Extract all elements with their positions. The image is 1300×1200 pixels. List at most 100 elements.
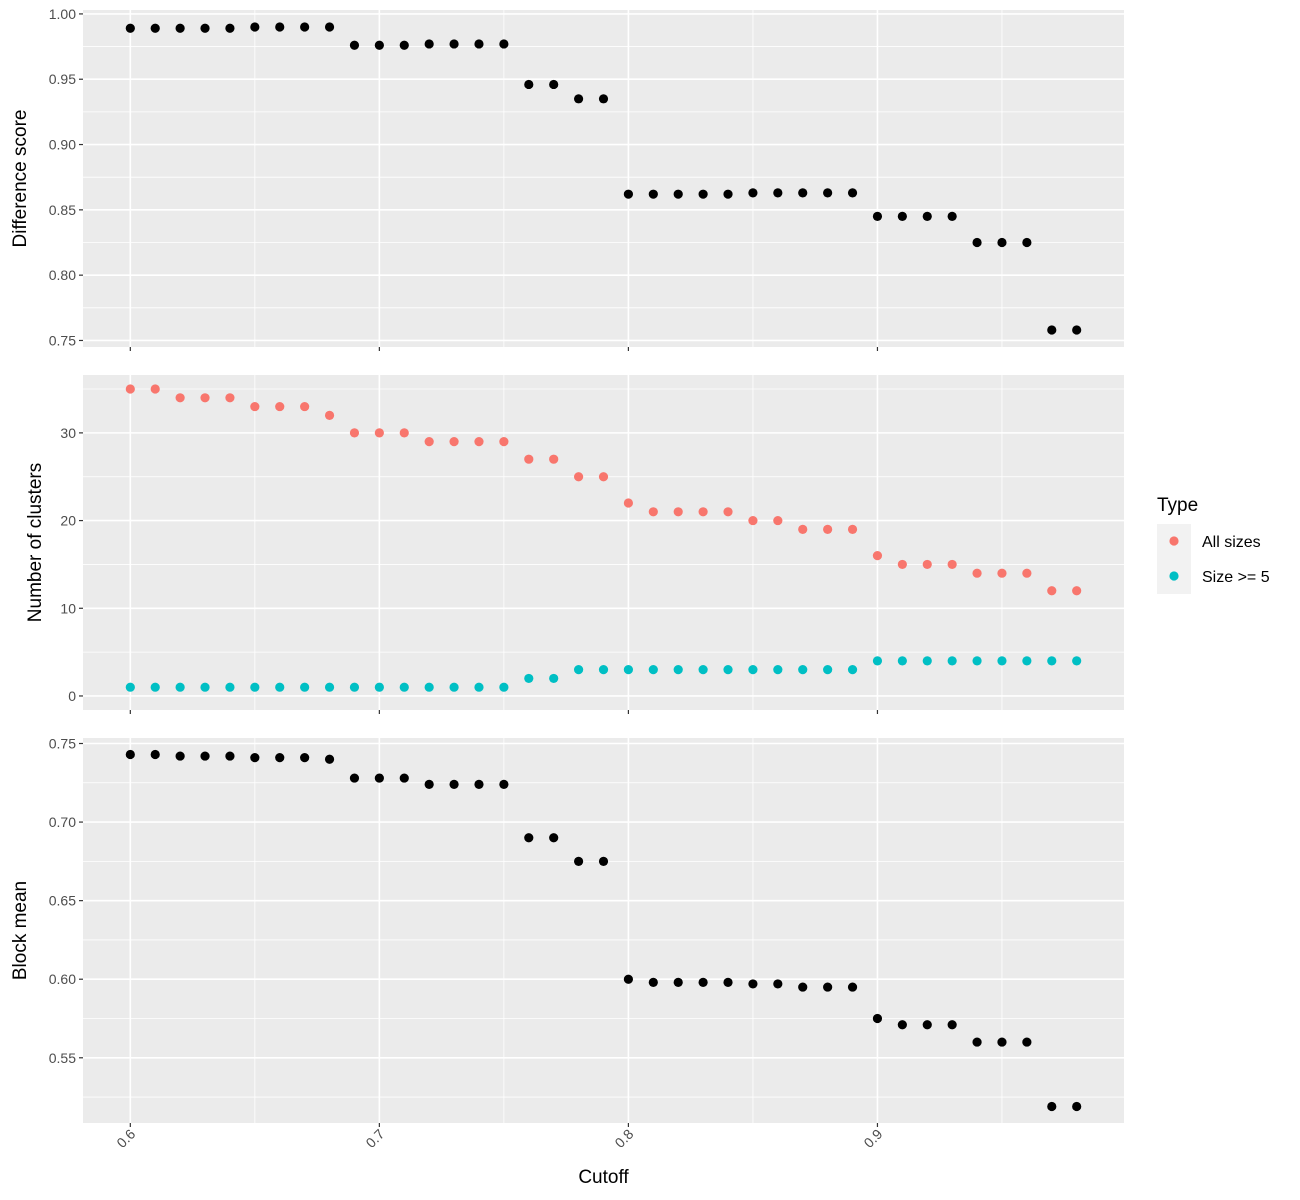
data-point — [499, 779, 509, 789]
data-point — [698, 189, 708, 199]
data-point — [225, 393, 235, 403]
data-point — [847, 524, 858, 534]
data-point — [773, 515, 783, 526]
data-point — [947, 656, 957, 666]
data-point — [499, 39, 509, 49]
data-point — [200, 393, 210, 403]
x-tick-label: 0.9 — [860, 1126, 885, 1151]
data-point — [947, 211, 957, 221]
data-point — [1047, 1101, 1057, 1112]
data-point — [897, 656, 907, 666]
data-point — [698, 665, 708, 675]
data-point — [673, 507, 683, 517]
legend-label: All sizes — [1202, 534, 1261, 551]
data-point — [897, 559, 907, 570]
data-point — [673, 665, 683, 675]
data-point — [972, 1037, 982, 1047]
data-point — [872, 1013, 883, 1024]
data-point — [424, 437, 434, 447]
data-point — [997, 568, 1007, 578]
data-point — [225, 751, 235, 761]
data-point — [1047, 325, 1057, 335]
data-point — [623, 189, 634, 199]
data-point — [798, 982, 808, 992]
data-point — [997, 237, 1007, 248]
data-point — [524, 833, 534, 843]
data-point — [200, 751, 210, 761]
y-tick-label: 1.00 — [49, 6, 76, 22]
data-point — [773, 665, 783, 675]
data-point — [474, 779, 484, 789]
data-point — [573, 472, 584, 482]
data-point — [897, 1020, 907, 1030]
data-point — [125, 749, 135, 760]
panel-1: 0.75 0.80 0.85 0.90 0.95 1.00 Difference score — [10, 6, 1124, 351]
y-axis-title: Number of clusters — [25, 463, 46, 622]
data-point — [524, 79, 534, 90]
y-tick-label: 0.60 — [49, 971, 76, 987]
data-point — [300, 753, 310, 763]
data-point — [549, 673, 559, 684]
data-point — [424, 682, 434, 692]
data-point — [349, 773, 360, 783]
data-point — [922, 559, 932, 570]
data-point — [374, 40, 384, 50]
data-point — [150, 384, 160, 394]
data-point — [1022, 237, 1032, 248]
data-point — [225, 682, 235, 692]
data-point — [598, 472, 609, 482]
data-point — [399, 682, 409, 692]
data-point — [300, 22, 310, 32]
data-point — [349, 428, 360, 438]
data-point — [250, 753, 260, 763]
legend-label: Size >= 5 — [1202, 569, 1270, 586]
data-point — [300, 401, 310, 412]
data-point — [723, 977, 733, 987]
data-point — [349, 682, 360, 692]
data-point — [225, 23, 235, 33]
data-point — [997, 1037, 1007, 1047]
data-point — [823, 982, 833, 992]
data-point — [549, 79, 559, 90]
x-tick-label: 0.8 — [611, 1126, 636, 1151]
data-point — [549, 454, 559, 464]
data-point — [549, 833, 559, 843]
panel-background — [83, 10, 1124, 347]
data-point — [374, 428, 384, 438]
y-tick-label: 0.90 — [49, 137, 76, 153]
data-point — [823, 665, 833, 675]
data-point — [200, 682, 210, 692]
data-point — [250, 682, 260, 692]
y-axis-title: Difference score — [10, 110, 31, 248]
data-point — [972, 568, 982, 578]
data-point — [1022, 656, 1032, 666]
y-tick-label: 0.55 — [49, 1050, 76, 1066]
data-point — [275, 401, 285, 412]
data-point — [773, 188, 783, 198]
data-point — [399, 428, 409, 438]
y-axis-title: Block mean — [10, 881, 31, 980]
x-tick-label: 0.6 — [113, 1126, 138, 1151]
y-tick-label: 10 — [60, 600, 76, 616]
data-point — [847, 982, 858, 992]
panel-2: 0 10 20 30 Number of clusters Type All sizes Si… — [25, 375, 1270, 714]
y-tick-label: 0.85 — [49, 202, 76, 218]
data-point — [698, 977, 708, 987]
y-tick-label: 0.95 — [49, 71, 76, 87]
data-point — [748, 979, 758, 989]
legend-marker — [1169, 571, 1179, 581]
data-point — [424, 39, 434, 49]
data-point — [424, 779, 434, 789]
data-point — [125, 682, 135, 692]
data-point — [823, 524, 833, 534]
y-tick-label: 0 — [68, 688, 76, 704]
data-point — [598, 665, 609, 675]
data-point — [449, 39, 459, 49]
data-point — [798, 188, 808, 198]
y-tick-label: 30 — [60, 425, 76, 441]
x-tick-label: 0.7 — [362, 1126, 387, 1151]
data-point — [399, 773, 409, 783]
data-point — [773, 979, 783, 989]
data-point — [897, 211, 907, 221]
data-point — [449, 437, 459, 447]
